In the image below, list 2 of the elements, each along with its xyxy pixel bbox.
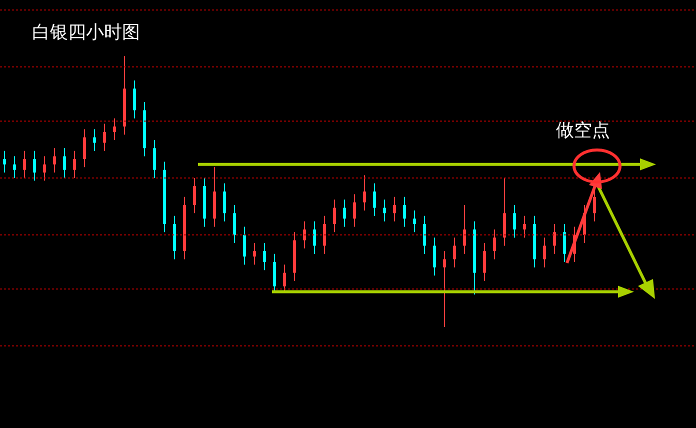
annotation: 做空点 (556, 119, 610, 142)
chart-title: 白银四小时图 (32, 21, 140, 44)
